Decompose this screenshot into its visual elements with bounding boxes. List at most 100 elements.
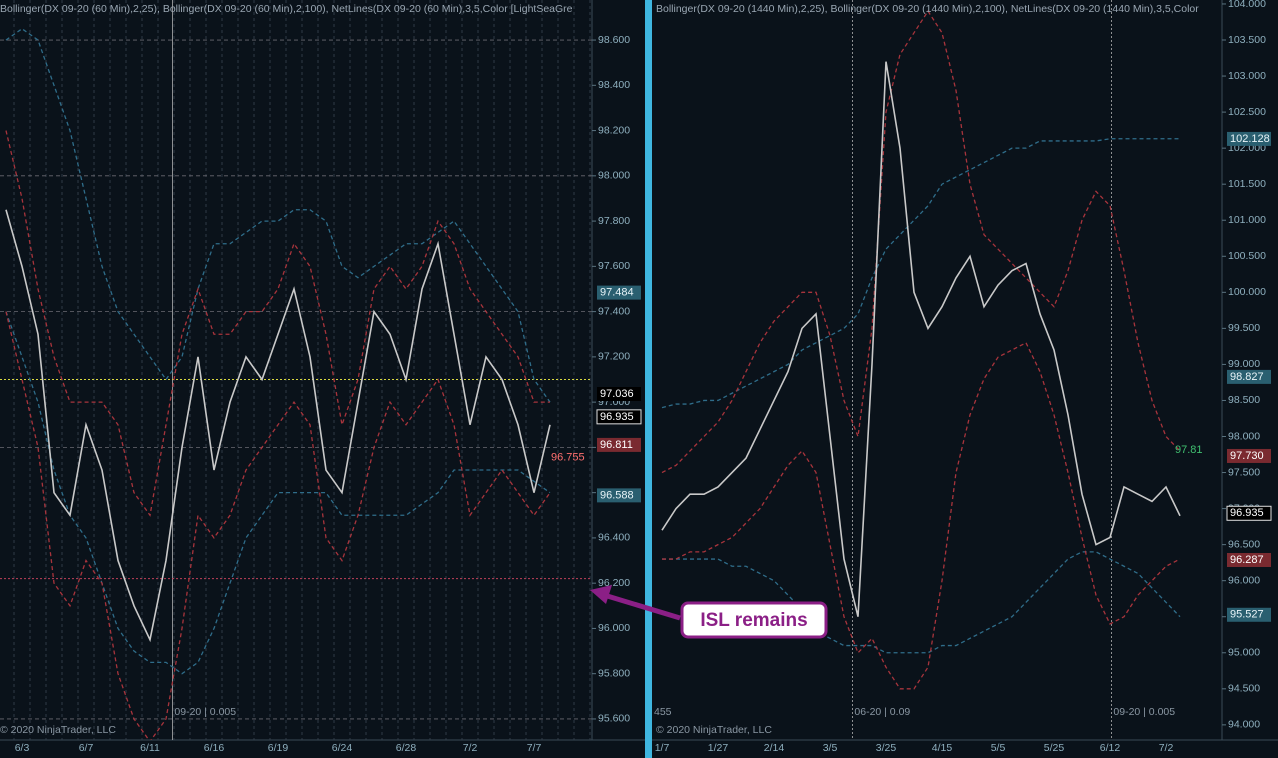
y-tick-label: 97.500 bbox=[1228, 466, 1260, 478]
price-tag-bg bbox=[1227, 131, 1271, 146]
session-label: 09-20 | 0.005 bbox=[1113, 706, 1175, 718]
price-tag-bg bbox=[597, 386, 641, 401]
y-tick-label: 95.000 bbox=[1228, 647, 1260, 659]
y-tick-label: 94.500 bbox=[1228, 683, 1260, 695]
copyright: © 2020 NinjaTrader, LLC bbox=[656, 724, 772, 736]
annotation-text: ISL remains bbox=[700, 610, 807, 631]
annotation: ISL remains bbox=[590, 585, 828, 639]
price-tag-bg bbox=[596, 409, 642, 425]
price-tag: 96.287 bbox=[1230, 554, 1264, 566]
y-tick-label: 98.400 bbox=[598, 79, 630, 91]
price-tag-bg bbox=[597, 437, 641, 452]
x-tick-label: 6/3 bbox=[15, 742, 30, 754]
x-tick-label: 5/25 bbox=[1044, 742, 1065, 754]
y-tick-label: 99.500 bbox=[1228, 322, 1260, 334]
copyright: © 2020 NinjaTrader, LLC bbox=[0, 724, 116, 736]
price-tag: 96.811 bbox=[600, 439, 633, 451]
y-tick-label: 98.600 bbox=[598, 34, 630, 46]
y-tick-label: 95.600 bbox=[598, 713, 630, 725]
y-tick-label: 98.000 bbox=[598, 170, 630, 182]
session-label: 09-20 | 0.005 bbox=[174, 706, 236, 718]
plot-area bbox=[0, 0, 592, 740]
annotation-arrow bbox=[603, 592, 681, 621]
price-tag: 97.730 bbox=[1230, 450, 1264, 462]
x-tick-label: 3/5 bbox=[823, 742, 838, 754]
annotation-arrowhead bbox=[590, 585, 612, 604]
chart-header: Bollinger(DX 09-20 (60 Min),2,25), Bolli… bbox=[0, 3, 573, 15]
x-tick-label: 6/12 bbox=[1100, 742, 1121, 754]
y-tick-label: 97.200 bbox=[598, 351, 630, 363]
x-tick-label: 6/16 bbox=[204, 742, 225, 754]
price-tag: 97.036 bbox=[600, 388, 634, 400]
price-tag: 96.935 bbox=[600, 411, 634, 423]
x-tick-label: 1/7 bbox=[655, 742, 670, 754]
y-tick-label: 101.000 bbox=[1228, 214, 1266, 226]
chart-header: Bollinger(DX 09-20 (1440 Min),2,25), Bol… bbox=[656, 3, 1199, 15]
x-tick-label: 7/7 bbox=[527, 742, 542, 754]
x-tick-label: 6/28 bbox=[396, 742, 417, 754]
x-tick-label: 1/27 bbox=[708, 742, 729, 754]
price-tag: 96.588 bbox=[600, 489, 634, 501]
price-tag-bg bbox=[1226, 505, 1272, 521]
x-tick-label: 2/14 bbox=[764, 742, 785, 754]
y-tick-label: 96.000 bbox=[598, 622, 630, 634]
price-tag-bg bbox=[597, 285, 641, 300]
y-tick-label: 103.000 bbox=[1228, 70, 1266, 82]
y-tick-label: 97.600 bbox=[598, 260, 630, 272]
band-line bbox=[662, 551, 1181, 654]
x-tick-label: 4/15 bbox=[932, 742, 953, 754]
y-tick-label: 99.000 bbox=[1228, 358, 1260, 370]
bar-count: 455 bbox=[654, 706, 672, 718]
price-tag-bg bbox=[1227, 369, 1271, 384]
y-tick-label: 101.500 bbox=[1228, 178, 1266, 190]
band-line bbox=[5, 311, 551, 740]
price-tag-bg bbox=[597, 488, 641, 503]
y-tick-label: 102.500 bbox=[1228, 106, 1266, 118]
price-tag: 98.827 bbox=[1230, 371, 1264, 383]
price-marker: 96.755 bbox=[551, 451, 585, 463]
y-tick-label: 96.200 bbox=[598, 577, 630, 589]
band-line bbox=[5, 311, 551, 675]
y-tick-label: 98.000 bbox=[1228, 430, 1260, 442]
x-tick-label: 5/5 bbox=[991, 742, 1006, 754]
panel-divider bbox=[645, 0, 652, 758]
price-tag: 95.527 bbox=[1230, 609, 1264, 621]
band-line bbox=[662, 341, 1181, 690]
price-tag: 96.935 bbox=[1230, 507, 1264, 519]
y-tick-label: 96.400 bbox=[598, 532, 630, 544]
x-tick-label: 6/19 bbox=[268, 742, 289, 754]
y-tick-label: 98.200 bbox=[598, 124, 630, 136]
price-tag: 102.128 bbox=[1230, 133, 1270, 145]
y-tick-label: 100.000 bbox=[1228, 286, 1266, 298]
x-tick-label: 7/2 bbox=[1159, 742, 1174, 754]
y-tick-label: 95.800 bbox=[598, 667, 630, 679]
plot-area bbox=[661, 0, 1181, 740]
x-tick-label: 3/25 bbox=[876, 742, 897, 754]
price-tag-bg bbox=[1227, 552, 1271, 567]
band-line bbox=[5, 27, 551, 403]
session-label: 06-20 | 0.09 bbox=[854, 706, 910, 718]
x-tick-label: 6/7 bbox=[79, 742, 94, 754]
x-tick-label: 6/24 bbox=[332, 742, 353, 754]
y-tick-label: 96.500 bbox=[1228, 538, 1260, 550]
price-tag-bg bbox=[1227, 448, 1271, 463]
price-tag-bg bbox=[1227, 607, 1271, 622]
y-tick-label: 98.500 bbox=[1228, 394, 1260, 406]
y-tick-label: 97.800 bbox=[598, 215, 630, 227]
x-tick-label: 7/2 bbox=[463, 742, 478, 754]
price-tag: 97.484 bbox=[600, 287, 634, 299]
price-line bbox=[5, 209, 551, 643]
price-line bbox=[661, 61, 1181, 617]
annotation-box bbox=[680, 601, 828, 639]
y-tick-label: 104.000 bbox=[1228, 0, 1266, 10]
band-line bbox=[661, 9, 1181, 474]
y-tick-label: 97.400 bbox=[598, 305, 630, 317]
y-tick-label: 96.000 bbox=[1228, 574, 1260, 586]
y-tick-label: 103.500 bbox=[1228, 34, 1266, 46]
price-marker: 97.81 bbox=[1175, 444, 1203, 456]
y-tick-label: 100.500 bbox=[1228, 250, 1266, 262]
band-line bbox=[661, 138, 1180, 409]
